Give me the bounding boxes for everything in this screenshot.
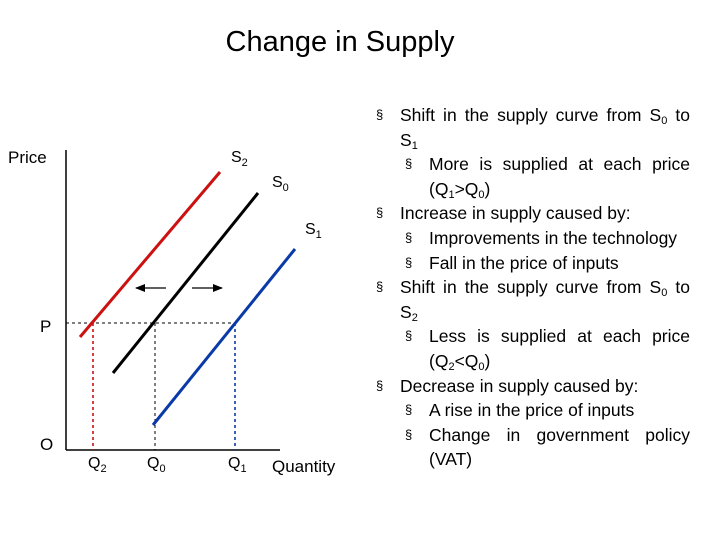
bullet-text: Shift in the supply curve from S [400, 277, 662, 298]
bullet-item-5: § Shift in the supply curve from S0 to S2 [372, 275, 690, 324]
slide-title: Change in Supply [225, 26, 455, 58]
bullet-text: 1 [411, 139, 418, 152]
bullet-text: 0 [478, 360, 485, 373]
sub-bullet-item-4: § Fall in the price of inputs [372, 251, 690, 276]
bullet-text: 1 [448, 188, 455, 201]
bullet-text: ) [484, 350, 491, 371]
bullet-marker-icon: § [405, 402, 413, 418]
bullet-list: § Shift in the supply curve from S0 to S1… [372, 103, 690, 472]
bullet-marker-icon: § [405, 328, 413, 344]
bullet-text: 0 [661, 115, 668, 127]
bullet-text: Fall in the price of inputs [429, 252, 619, 273]
bullet-text: 0 [661, 287, 668, 300]
quantity-label-q0: Q0 [147, 455, 166, 475]
bullet-marker-icon: § [376, 205, 384, 221]
sub-bullet-item-3: § Improvements in the technology [372, 226, 690, 251]
bullet-text: Less is supplied at each price (Q [429, 326, 690, 371]
bullet-marker-icon: § [405, 156, 413, 172]
bullet-marker-icon: § [405, 426, 413, 442]
origin-label: O [40, 435, 53, 454]
supply-curve-s1 [151, 248, 297, 426]
bullet-text: A rise in the price of inputs [429, 400, 635, 421]
price-axis-label: Price [8, 148, 47, 167]
bullet-text: to S [400, 105, 690, 150]
bullet-marker-icon: § [376, 377, 384, 393]
quantity-axis-label: Quantity [272, 457, 336, 476]
supply-curve-s0 [111, 192, 260, 374]
supply-diagram: Price Quantity O P S2 S0 S1 Q2 Q0 Q1 [8, 148, 336, 476]
sub-bullet-item-9: § Change in government policy (VAT) [372, 423, 690, 472]
bullet-text: Improvements in the technology [429, 227, 678, 248]
sub-bullet-item-6: § Less is supplied at each price (Q2<Q0) [372, 324, 690, 373]
bullet-text: Shift in the supply curve from S [400, 105, 662, 125]
bullet-item-2: § Increase in supply caused by: [372, 201, 690, 226]
price-level-label: P [40, 317, 51, 336]
bullet-text: Increase in supply caused by: [400, 203, 631, 224]
bullet-item-0: § Shift in the supply curve from S0 to S1 [372, 103, 690, 152]
bullet-text: ) [484, 178, 491, 199]
bullet-text: 2 [448, 360, 455, 373]
bullet-text: 0 [478, 188, 485, 201]
bullet-text: to S [400, 277, 690, 322]
bullet-text: Decrease in supply caused by: [400, 375, 639, 396]
supply-curve-s2 [78, 171, 222, 338]
bullet-marker-icon: § [405, 229, 413, 245]
bullet-text: <Q [454, 350, 479, 371]
sub-bullet-item-1: § More is supplied at each price (Q1>Q0) [372, 152, 690, 201]
bullet-marker-icon: § [405, 254, 413, 270]
bullet-item-7: § Decrease in supply caused by: [372, 374, 690, 399]
bullet-text: 2 [411, 311, 418, 324]
bullet-marker-icon: § [376, 279, 384, 295]
quantity-label-q2: Q2 [88, 455, 107, 475]
bullet-text: Change in government policy (VAT) [429, 424, 690, 470]
bullet-text: >Q [454, 178, 479, 199]
curve-label-s2: S2 [231, 149, 248, 169]
quantity-label-q1: Q1 [228, 455, 247, 475]
sub-bullet-item-8: § A rise in the price of inputs [372, 398, 690, 423]
bullet-marker-icon: § [376, 107, 384, 122]
bullet-text: More is supplied at each price (Q [429, 154, 690, 199]
curve-label-s0: S0 [272, 174, 289, 194]
curve-label-s1: S1 [305, 221, 322, 241]
